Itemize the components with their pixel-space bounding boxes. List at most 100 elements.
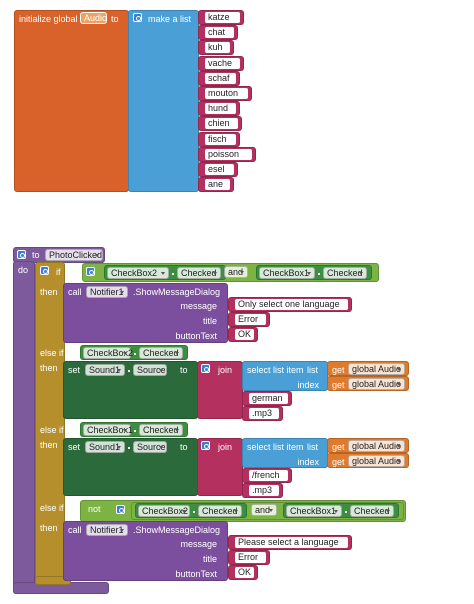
dropdown-field: global Audio <box>348 363 405 375</box>
label: make a list <box>148 14 192 24</box>
label: then <box>40 523 58 533</box>
dot-separator <box>128 447 130 449</box>
dropdown-field: Checked <box>323 267 367 279</box>
dot-separator <box>172 273 174 275</box>
dot-separator <box>193 511 195 513</box>
label: else if <box>40 348 64 358</box>
dropdown-field: Checked <box>177 267 221 279</box>
dropdown-field: CheckBox1 <box>286 505 342 517</box>
label: .ShowMessageDialog <box>133 287 221 297</box>
dropdown-field: Notifier1 <box>86 524 128 536</box>
mutator-icon <box>40 266 49 275</box>
label: select list item <box>247 442 304 452</box>
label: set <box>68 365 81 375</box>
global-variable-block <box>14 10 129 192</box>
dropdown-field: Source <box>133 441 167 453</box>
dropdown-field: global Audio <box>348 455 405 467</box>
text-field: chien <box>205 118 238 130</box>
set-property-block <box>63 361 198 419</box>
text-field: chat <box>205 27 234 39</box>
set-property-block <box>63 438 198 496</box>
text-field: /french <box>249 470 288 481</box>
mutator-icon <box>201 441 210 450</box>
dropdown-field: Source <box>133 364 167 376</box>
dot-separator <box>345 511 347 513</box>
label: initialize global <box>19 14 78 24</box>
label: list <box>307 365 318 375</box>
dropdown-field: CheckBox1 <box>259 267 315 279</box>
text-field: kuh <box>205 42 230 54</box>
label: call <box>68 287 82 297</box>
text-field: .mp3 <box>249 485 279 496</box>
text-field: mouton <box>205 88 248 99</box>
label: get <box>332 380 345 390</box>
label: title <box>202 316 217 326</box>
dot-separator <box>134 430 136 432</box>
mutator-icon <box>201 364 210 373</box>
text-field: poisson <box>205 148 252 160</box>
dropdown-field: CheckBox1 <box>83 424 133 436</box>
dot-separator <box>134 353 136 355</box>
label: get <box>332 365 345 375</box>
dropdown-field: Notifier1 <box>86 286 128 298</box>
label: set <box>68 442 81 452</box>
dropdown-field: CheckBox2 <box>107 267 169 279</box>
make-list-block <box>128 10 199 192</box>
label: else if <box>40 503 64 513</box>
text-field: Error <box>235 552 266 563</box>
label: .ShowMessageDialog <box>133 525 221 535</box>
dropdown-field: Sound1 <box>85 364 125 376</box>
dropdown-field: PhotoClicked <box>45 249 103 261</box>
label: not <box>88 504 101 514</box>
dropdown-field: global Audio <box>348 440 405 452</box>
text-field: schaf <box>205 72 236 84</box>
dropdown-field: and <box>251 504 277 516</box>
label: then <box>40 363 58 373</box>
label: get <box>332 457 345 467</box>
label: select list item <box>247 365 304 375</box>
dropdown-field: Checked <box>139 424 183 436</box>
label: do <box>18 265 29 275</box>
text-field: Only select one language <box>235 299 348 310</box>
label: to <box>180 365 188 375</box>
dropdown-field: Sound1 <box>85 441 125 453</box>
label: then <box>40 287 58 297</box>
label: buttonText <box>175 331 217 341</box>
label: message <box>180 539 217 549</box>
label: to <box>180 442 188 452</box>
label: message <box>180 301 217 311</box>
label: get <box>332 442 345 452</box>
dot-separator <box>128 370 130 372</box>
dot-separator <box>318 273 320 275</box>
label: to <box>32 250 40 260</box>
dropdown-field: and <box>224 266 248 278</box>
text-field: OK <box>235 329 254 340</box>
text-field: Error <box>235 314 266 325</box>
label: call <box>68 525 82 535</box>
dropdown-field: Audio <box>80 12 107 24</box>
dropdown-field: global Audio <box>348 378 405 390</box>
mutator-icon <box>86 267 95 276</box>
label: index <box>297 457 319 467</box>
label: then <box>40 440 58 450</box>
label: else if <box>40 425 64 435</box>
dropdown-field: Checked <box>139 347 183 359</box>
dropdown-field: CheckBox2 <box>138 505 190 517</box>
text-field: ane <box>205 179 230 191</box>
text-field: esel <box>205 164 234 175</box>
procedure-body <box>13 261 35 594</box>
label: title <box>202 554 217 564</box>
text-field: Please select a language <box>235 537 348 548</box>
mutator-icon <box>133 13 142 22</box>
dropdown-field: CheckBox2 <box>83 347 133 359</box>
text-field: .mp3 <box>249 408 279 419</box>
label: to <box>111 14 119 24</box>
text-field: hund <box>205 103 236 115</box>
text-field: fisch <box>205 133 236 145</box>
label: join <box>218 442 233 452</box>
text-field: german <box>249 393 288 404</box>
label: buttonText <box>175 569 217 579</box>
label: if <box>56 267 61 277</box>
label: join <box>218 365 233 375</box>
dropdown-field: Checked <box>198 505 242 517</box>
